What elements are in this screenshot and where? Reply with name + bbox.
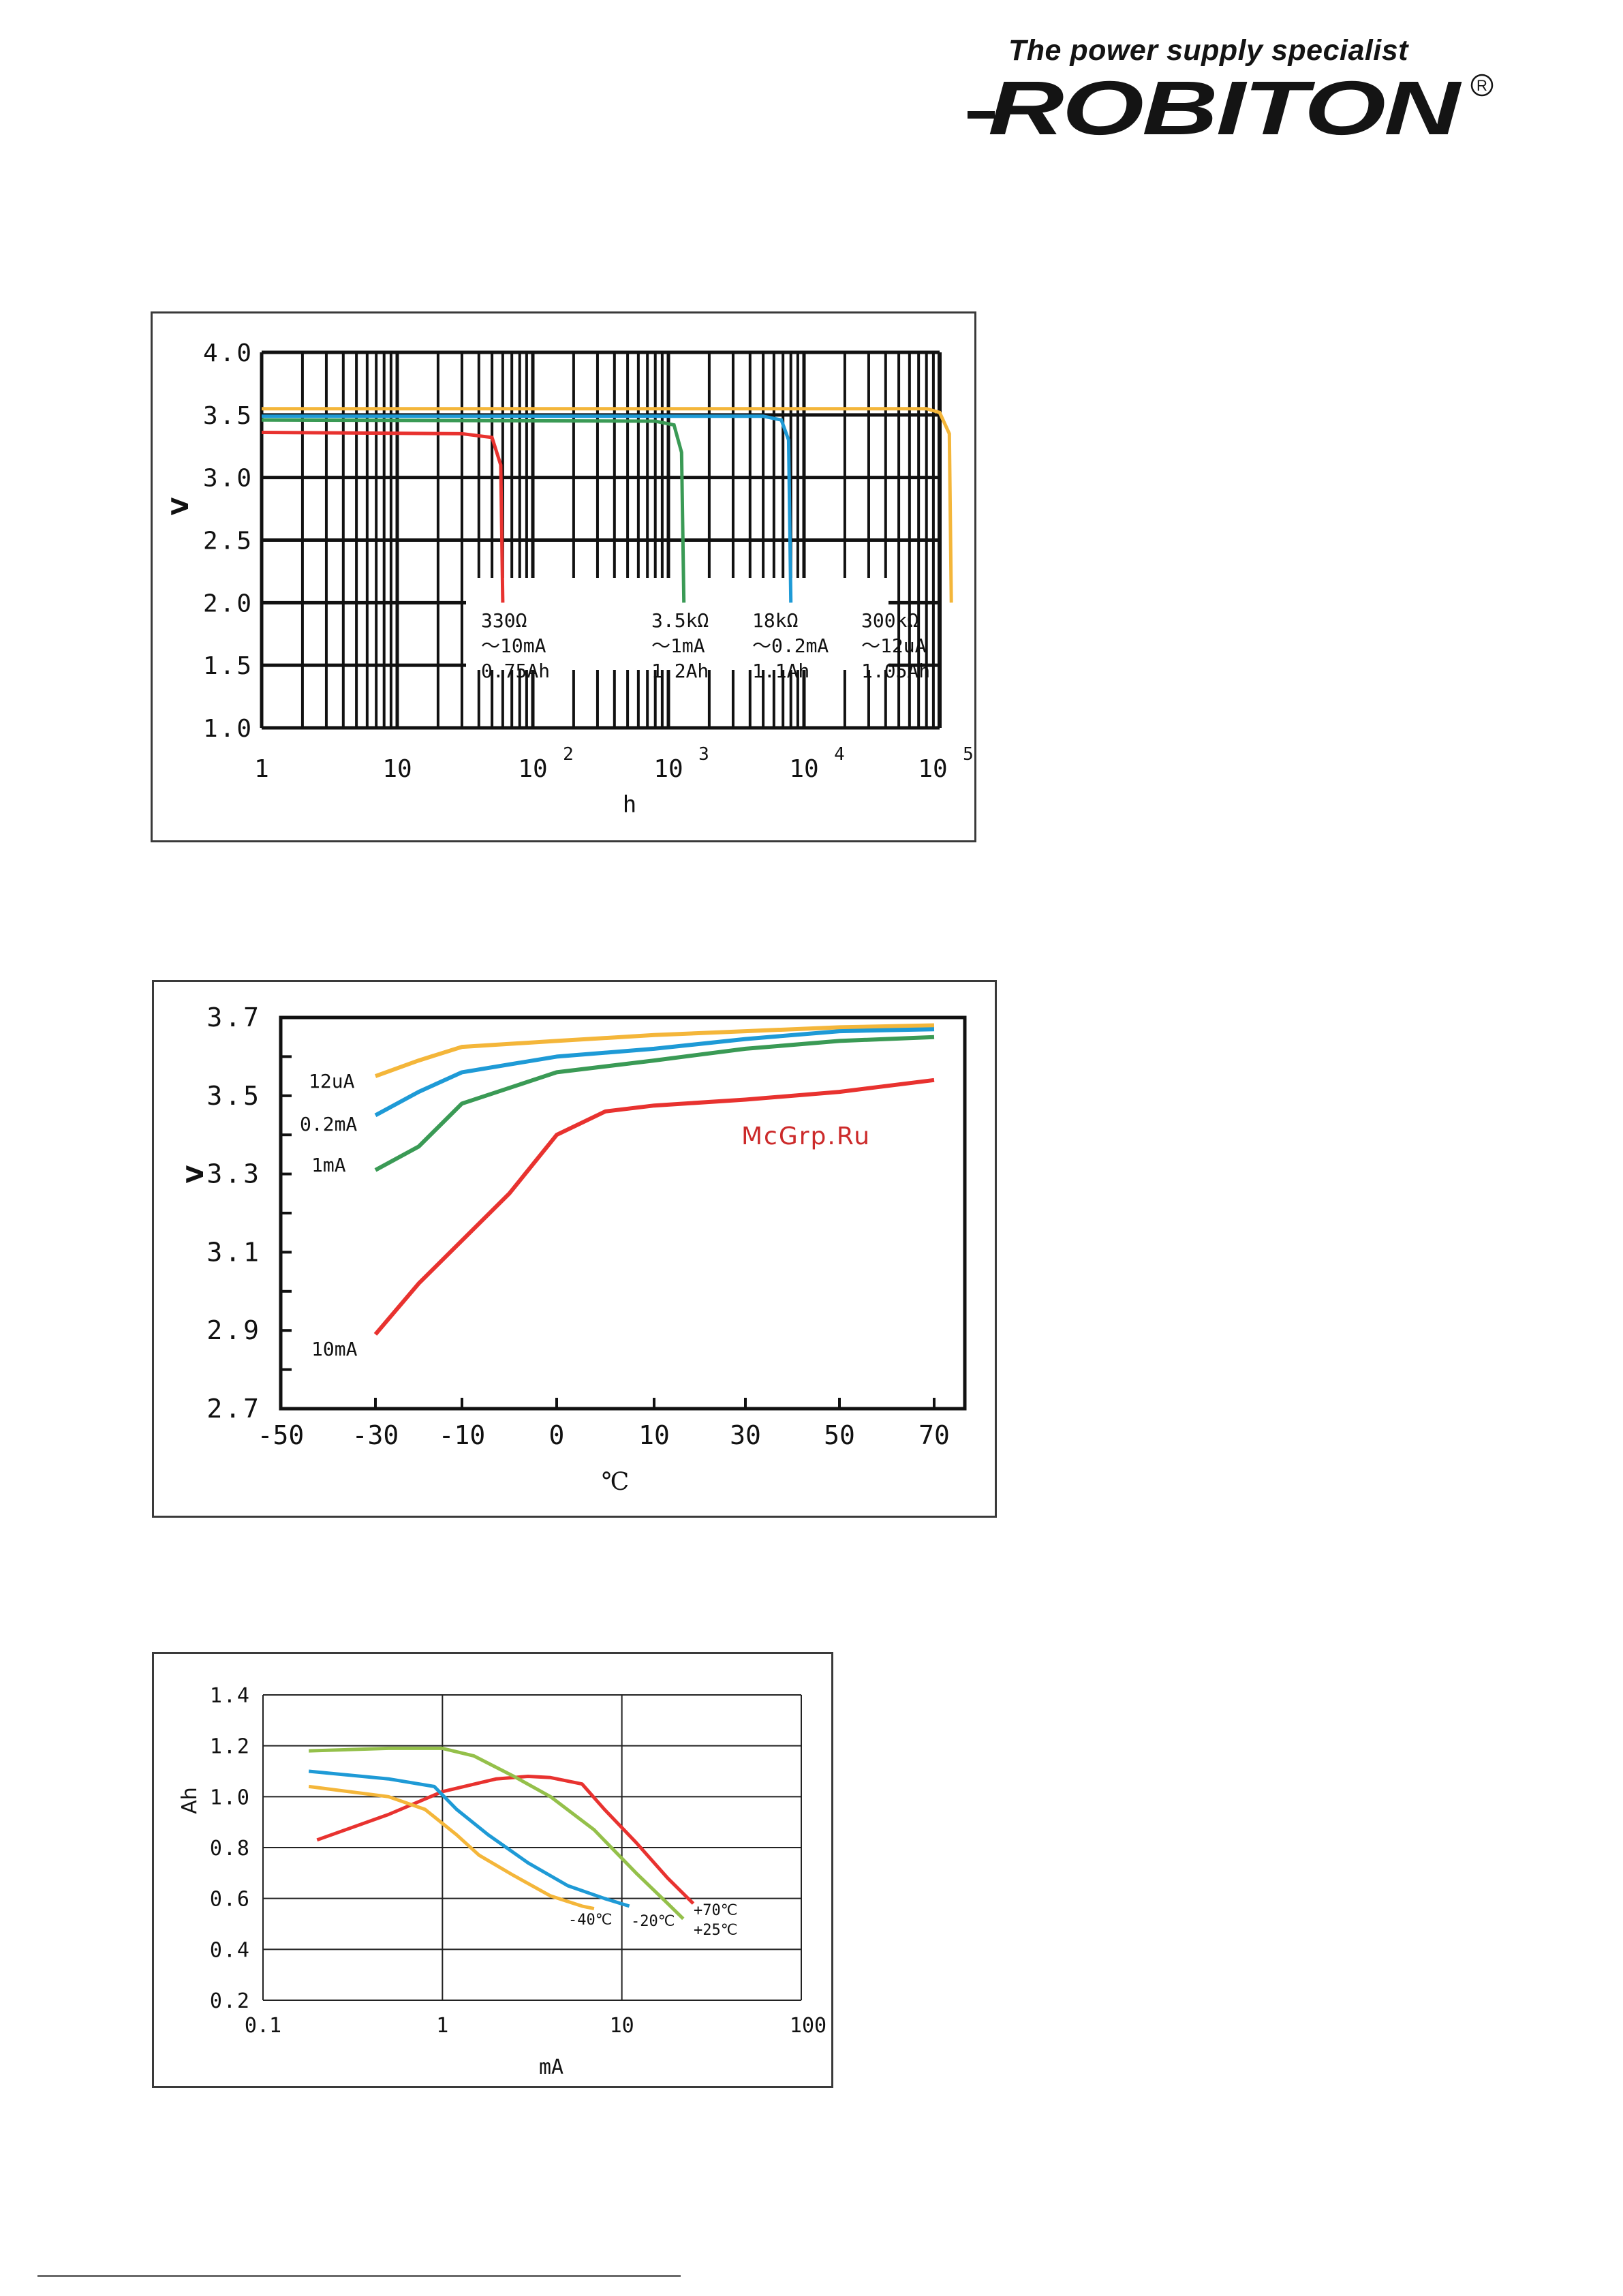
y-axis-label: Ah [178, 1787, 202, 1814]
y-tick-label: 3.0 [203, 465, 253, 493]
x-tick-label: 1 [436, 2014, 448, 2038]
series-annotation: 1.2Ah [651, 660, 709, 682]
x-tick-exponent: 2 [563, 744, 574, 765]
y-tick-label: 3.1 [206, 1237, 262, 1267]
x-tick-label: 50 [824, 1420, 855, 1450]
x-tick-label: -10 [439, 1420, 486, 1450]
series-annotation: 1.05Ah [861, 660, 930, 682]
series-label: 10mA [311, 1338, 358, 1360]
series-annotation: 18kΩ [752, 609, 798, 632]
registered-mark-icon [1470, 74, 1494, 97]
y-tick-label: 1.4 [210, 1684, 251, 1708]
series-line-yellow [308, 1784, 595, 1911]
y-tick-label: 0.2 [210, 1989, 251, 2013]
x-tick-label: 10 [382, 755, 412, 783]
registered-mark-letter: R [1477, 77, 1487, 94]
series-annotation: ～12uA [861, 634, 927, 657]
series-label: -40℃ [568, 1912, 612, 1929]
series-annotation: 3.5kΩ [651, 609, 709, 632]
chart-capacity-current: 0.2 0.4 0.6 0.8 1.0 1.2 1.4 0.1 1 10 100 mA Ah +70℃ +2… [152, 1652, 833, 2088]
robiton-logo: ROBITON R [968, 72, 1494, 147]
x-tick-label: 1 [254, 755, 269, 783]
x-tick-label: 10 [789, 755, 818, 783]
x-axis-label: h [623, 791, 636, 818]
x-tick-exponent: 3 [698, 744, 709, 765]
x-tick-exponent: 5 [963, 744, 974, 765]
chart-1-svg: 1.0 1.5 2.0 2.5 3.0 3.5 4.0 1 10 10 2 10 3 10 4 10 5 h V 33… [167, 339, 974, 818]
series-label: +70℃ [694, 1902, 737, 1919]
x-tick-label: 0.1 [245, 2014, 281, 2038]
logo-speed-bar [968, 111, 995, 119]
footer-rule [37, 2275, 681, 2277]
series-annotation: ～0.2mA [752, 634, 829, 657]
series-annotation: 1.1Ah [752, 660, 809, 682]
series-line-red [261, 431, 505, 603]
y-tick-label: 1.0 [210, 1786, 251, 1809]
x-axis-label: ℃ [602, 1468, 629, 1496]
series-line-blue [374, 1027, 935, 1118]
series-line-lightgreen [309, 1746, 685, 1920]
y-tick-label: 2.9 [206, 1315, 262, 1345]
x-tick-label: 70 [918, 1420, 950, 1450]
x-tick-label: 10 [918, 755, 947, 783]
x-tick-exponent: 4 [834, 744, 845, 765]
series-annotation: 330Ω [481, 609, 527, 632]
logo-wordmark: ROBITON [988, 72, 1462, 147]
series-line-red [316, 1775, 695, 1905]
x-tick-label: -30 [352, 1420, 399, 1450]
series-line-blue [262, 414, 793, 603]
series-line-yellow [374, 1023, 935, 1078]
y-tick-label: 4.0 [203, 339, 253, 367]
y-tick-label: 1.2 [210, 1735, 251, 1759]
watermark: McGrp.Ru [741, 1122, 871, 1150]
series-line-yellow [262, 407, 953, 603]
y-tick-label: 0.8 [210, 1837, 251, 1861]
series-label: 1mA [311, 1154, 346, 1176]
y-axis-label: V [182, 1165, 209, 1183]
series-annotation: ～1mA [651, 634, 705, 657]
brand-tagline: The power supply specialist [1008, 34, 1408, 67]
chart-3-svg: 0.2 0.4 0.6 0.8 1.0 1.2 1.4 0.1 1 10 100 mA Ah +70℃ +2… [178, 1684, 826, 2079]
series-label: 12uA [309, 1070, 355, 1092]
brand-header: The power supply specialist ROBITON R [968, 34, 1513, 150]
y-axis-label: V [167, 497, 194, 515]
x-axis-label: mA [539, 2055, 563, 2079]
chart-2-svg: 2.7 2.9 3.1 3.3 3.5 3.7 -50 -30 -10 0 10 30 50 70 ℃ V 12… [182, 1002, 967, 1496]
series-line-red [373, 1077, 935, 1336]
y-tick-label: 0.6 [210, 1888, 251, 1912]
series-label: 0.2mA [300, 1113, 357, 1135]
series-annotation: ～10mA [481, 634, 546, 657]
chart-voltage-temperature: 2.7 2.9 3.1 3.3 3.5 3.7 -50 -30 -10 0 10 30 50 70 ℃ V 12… [152, 980, 997, 1518]
y-tick-label: 3.5 [203, 402, 253, 430]
x-tick-label: 10 [610, 2014, 634, 2038]
y-tick-label: 2.5 [203, 527, 253, 555]
y-tick-label: 0.4 [210, 1938, 251, 1962]
series-line-green [374, 1035, 935, 1172]
y-tick-label: 1.5 [203, 652, 253, 680]
x-tick-label: 30 [730, 1420, 761, 1450]
series-annotation: 0.75Ah [481, 660, 550, 682]
plot-frame [279, 1015, 967, 1411]
y-tick-label: 3.5 [206, 1081, 262, 1111]
x-tick-label: 0 [549, 1420, 565, 1450]
y-tick-label: 1.0 [203, 715, 253, 743]
y-tick-label: 2.0 [203, 590, 253, 617]
x-tick-label: 10 [518, 755, 547, 783]
x-tick-label: 100 [790, 2014, 826, 2038]
series-line-blue [308, 1769, 630, 1908]
y-tick-label: 3.7 [206, 1002, 262, 1032]
x-tick-label: 10 [638, 1420, 670, 1450]
chart-discharge-hours: 1.0 1.5 2.0 2.5 3.0 3.5 4.0 1 10 10 2 10 3 10 4 10 5 h V 33… [151, 311, 976, 842]
series-annotation: 300kΩ [861, 609, 918, 632]
series-label: +25℃ [694, 1922, 737, 1939]
x-tick-label: -50 [258, 1420, 305, 1450]
series-line-green [261, 418, 686, 603]
y-tick-label: 2.7 [206, 1394, 262, 1424]
y-tick-label: 3.3 [206, 1159, 262, 1189]
x-tick-label: 10 [653, 755, 683, 783]
series-label: -20℃ [631, 1913, 675, 1930]
